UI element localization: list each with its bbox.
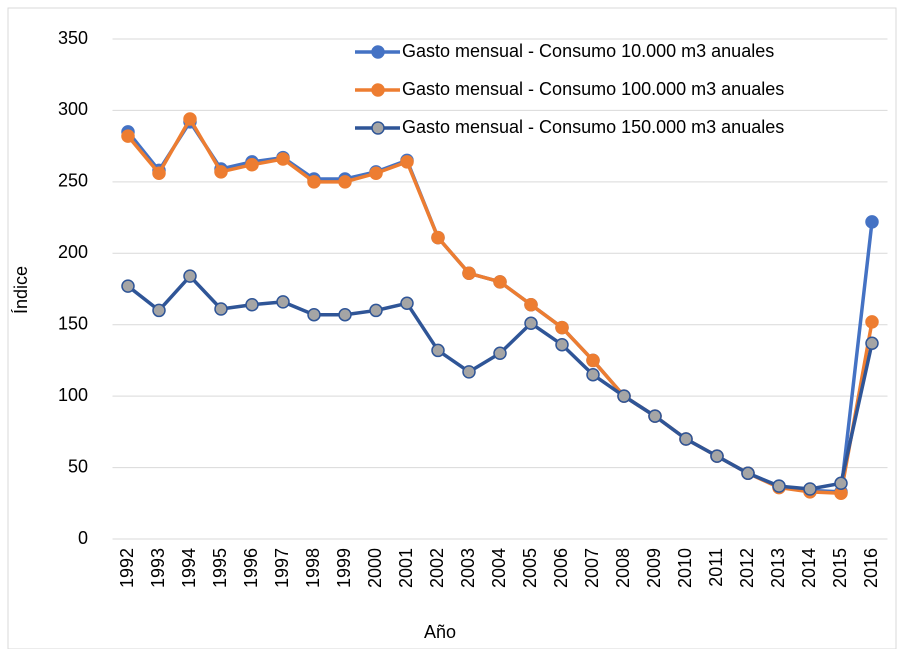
- data-point: [431, 230, 445, 245]
- x-tick-label: 2004: [489, 548, 509, 588]
- data-point: [493, 275, 507, 289]
- data-point: [121, 129, 135, 143]
- x-tick-label: 2014: [799, 548, 819, 588]
- x-tick-label: 1996: [241, 548, 261, 588]
- data-point: [710, 449, 724, 463]
- x-tick-label: 2010: [675, 548, 695, 588]
- x-tick-label: 2016: [861, 548, 881, 588]
- data-point: [338, 175, 352, 189]
- y-tick-label: 200: [58, 242, 88, 262]
- data-point: [214, 302, 228, 316]
- y-axis-label: Índice: [11, 266, 31, 314]
- x-tick-label: 2005: [520, 548, 540, 588]
- data-point: [524, 297, 538, 312]
- data-point: [400, 296, 414, 311]
- chart-frame: [7, 7, 897, 649]
- x-tick-label: 2011: [706, 548, 726, 587]
- data-point: [121, 279, 135, 293]
- x-tick-label: 1994: [179, 548, 199, 588]
- data-point: [431, 343, 445, 358]
- legend-marker: [371, 45, 385, 59]
- legend-label: Gasto mensual - Consumo 100.000 m3 anual…: [402, 79, 784, 99]
- y-tick-label: 50: [68, 456, 88, 476]
- x-tick-label: 2002: [427, 548, 447, 588]
- x-tick-label: 2012: [737, 548, 757, 588]
- y-tick-label: 300: [58, 99, 88, 119]
- data-point: [772, 479, 786, 493]
- data-point: [834, 476, 848, 491]
- y-tick-label: 250: [58, 171, 88, 191]
- legend-label: Gasto mensual - Consumo 150.000 m3 anual…: [402, 117, 784, 137]
- data-point: [245, 297, 259, 312]
- data-point: [586, 367, 600, 382]
- data-point: [462, 266, 476, 281]
- x-tick-label: 2015: [830, 548, 850, 588]
- data-point: [555, 337, 569, 352]
- data-point: [865, 215, 879, 229]
- x-tick-label: 1999: [334, 548, 354, 588]
- x-tick-label: 2013: [768, 548, 788, 588]
- y-tick-label: 0: [78, 528, 88, 548]
- data-point: [338, 307, 352, 322]
- x-tick-label: 1995: [210, 548, 230, 588]
- data-point: [586, 353, 600, 368]
- data-point: [462, 365, 476, 379]
- data-point: [183, 112, 197, 126]
- data-point: [276, 152, 290, 166]
- data-point: [524, 316, 538, 331]
- x-tick-label: 2001: [396, 548, 416, 588]
- x-tick-label: 1998: [303, 548, 323, 588]
- y-tick-label: 150: [58, 313, 88, 333]
- data-point: [400, 155, 414, 169]
- legend-label: Gasto mensual - Consumo 10.000 m3 anuale…: [402, 41, 774, 61]
- data-point: [152, 166, 166, 181]
- x-tick-label: 2003: [458, 548, 478, 588]
- x-tick-label: 1997: [272, 548, 292, 588]
- y-tick-label: 100: [58, 385, 88, 405]
- data-point: [245, 157, 259, 172]
- data-point: [865, 336, 879, 351]
- legend-marker: [371, 121, 385, 135]
- x-tick-label: 2007: [582, 548, 602, 588]
- data-point: [865, 315, 879, 329]
- data-point: [741, 466, 755, 481]
- data-point: [276, 295, 290, 309]
- x-tick-label: 1992: [117, 548, 137, 588]
- data-point: [369, 166, 383, 181]
- data-point: [307, 175, 321, 189]
- data-point: [617, 389, 631, 403]
- data-point: [679, 432, 693, 446]
- x-tick-label: 2008: [613, 548, 633, 588]
- x-tick-label: 2006: [551, 548, 571, 588]
- data-point: [648, 409, 662, 423]
- data-point: [369, 303, 383, 318]
- data-point: [152, 303, 166, 318]
- x-tick-label: 2009: [644, 548, 664, 588]
- data-point: [803, 482, 817, 496]
- data-point: [307, 307, 321, 322]
- data-point: [493, 346, 507, 361]
- x-tick-label: 1993: [148, 548, 168, 588]
- y-tick-label: 350: [58, 28, 88, 48]
- data-point: [555, 320, 569, 335]
- x-tick-label: 2000: [365, 548, 385, 588]
- legend-marker: [371, 83, 385, 97]
- data-point: [214, 165, 228, 179]
- x-axis-label: Año: [424, 622, 456, 642]
- data-point: [183, 269, 197, 283]
